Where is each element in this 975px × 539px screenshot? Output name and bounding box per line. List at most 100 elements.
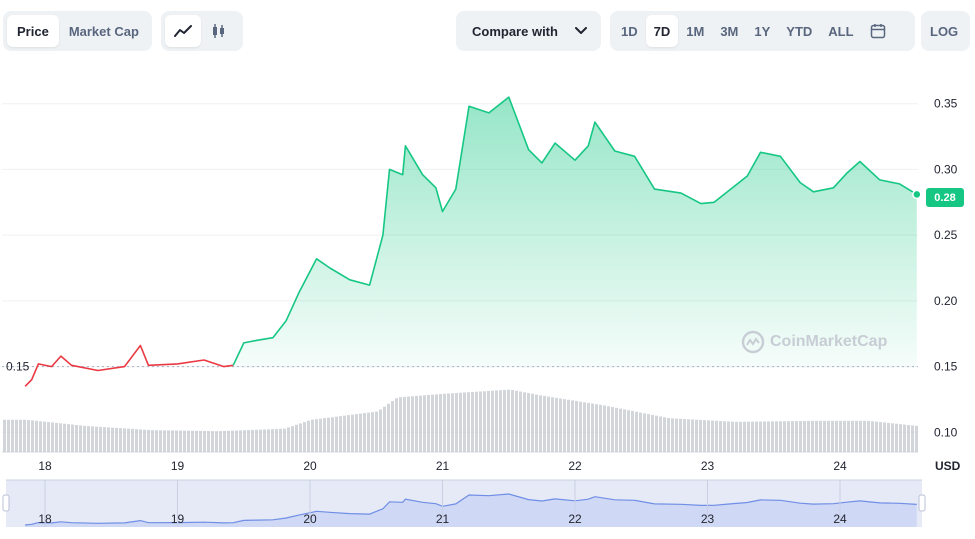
x-tick-label: 24 (833, 459, 847, 473)
volume-bar (271, 429, 274, 452)
volume-bar (399, 397, 402, 452)
watermark: CoinMarketCap (741, 330, 887, 354)
chevron-down-icon (575, 27, 587, 34)
navigator-handle-left[interactable] (2, 494, 10, 512)
volume-bar (51, 422, 54, 452)
volume-bar (247, 430, 250, 452)
volume-bar (99, 426, 102, 452)
volume-bar (367, 412, 370, 452)
range-all[interactable]: ALL (828, 23, 854, 39)
volume-bar (647, 414, 650, 452)
volume-bar (851, 420, 854, 452)
volume-bar (279, 428, 282, 452)
volume-bar (519, 391, 522, 452)
volume-bar (811, 420, 814, 452)
volume-bar (215, 431, 218, 452)
candlestick-button[interactable] (201, 15, 237, 47)
volume-bar (351, 414, 354, 452)
volume-bar (743, 421, 746, 452)
volume-bar (327, 417, 330, 452)
volume-bar (255, 429, 258, 452)
volume-bar (687, 419, 690, 452)
reference-label: 0.15 (6, 360, 30, 374)
volume-bar (579, 401, 582, 452)
range-1d[interactable]: 1D (621, 23, 638, 39)
volume-bar (495, 390, 498, 452)
volume-bar (559, 398, 562, 452)
navigator-tick-label: 19 (171, 512, 185, 526)
volume-bar (599, 404, 602, 452)
volume-bar (651, 414, 654, 452)
range-ytd[interactable]: YTD (786, 23, 813, 39)
last-price-dot (912, 189, 922, 200)
volume-bar (383, 406, 386, 452)
volume-bar (815, 420, 818, 452)
volume-bar (343, 415, 346, 452)
volume-bar (175, 430, 178, 452)
line-chart-button[interactable] (165, 15, 201, 47)
x-tick-label: 19 (171, 459, 185, 473)
volume-bar (795, 421, 798, 452)
range-1y[interactable]: 1Y (754, 23, 771, 39)
volume-bar (415, 395, 418, 452)
coinmarketcap-logo-icon (741, 330, 765, 354)
volume-bar (207, 431, 210, 452)
volume-bar (799, 420, 802, 452)
volume-bar (859, 420, 862, 452)
volume-bar (751, 421, 754, 452)
volume-bar (79, 425, 82, 452)
compare-label: Compare with (472, 23, 558, 39)
volume-bar (259, 429, 262, 452)
volume-bar (291, 426, 294, 452)
tab-price[interactable]: Price (7, 15, 59, 47)
volume-bar (159, 430, 162, 452)
volume-bar (607, 406, 610, 452)
volume-bar (631, 410, 634, 452)
compare-dropdown[interactable]: Compare with (456, 11, 601, 51)
volume-bar (899, 424, 902, 452)
volume-bar (723, 421, 726, 452)
price-area-fill (233, 97, 917, 367)
volume-bar (531, 393, 534, 452)
y-tick-label: 0.25 (934, 228, 958, 242)
volume-bar (783, 421, 786, 452)
navigator-tick-label: 23 (701, 512, 715, 526)
volume-bar (71, 424, 74, 452)
navigator-handle-right[interactable] (918, 494, 926, 512)
volume-bar (875, 421, 878, 452)
range-3m[interactable]: 3M (720, 23, 739, 39)
volume-bar (767, 421, 770, 452)
range-1m[interactable]: 1M (686, 23, 705, 39)
line-chart-icon (174, 25, 192, 37)
volume-bar (391, 401, 394, 452)
volume-bar (115, 427, 118, 452)
volume-bar (635, 411, 638, 452)
volume-bar (167, 430, 170, 452)
volume-bar (83, 425, 86, 452)
tab-market-cap[interactable]: Market Cap (68, 23, 139, 39)
price-line-below (24, 344, 234, 387)
volume-bar (887, 422, 890, 452)
volume-bar (31, 420, 34, 452)
x-tick-label: 23 (701, 459, 715, 473)
navigator-line (25, 493, 917, 526)
volume-bar (763, 421, 766, 452)
x-tick-label: 18 (38, 459, 52, 473)
calendar-button[interactable] (862, 15, 894, 47)
volume-bar (667, 418, 670, 452)
volume-bar (263, 429, 266, 452)
log-button[interactable]: LOG (930, 23, 959, 39)
volume-bar (883, 422, 886, 452)
volume-bar (355, 414, 358, 452)
volume-bar (515, 390, 518, 452)
volume-bar (467, 392, 470, 452)
volume-bar (135, 429, 138, 452)
range-7d[interactable]: 7D (645, 15, 679, 47)
volume-bar (659, 416, 662, 452)
volume-bar (151, 430, 154, 452)
volume-bar (147, 429, 150, 452)
volume-bar (331, 417, 334, 452)
volume-bar (227, 430, 230, 452)
volume-bar (131, 428, 134, 452)
